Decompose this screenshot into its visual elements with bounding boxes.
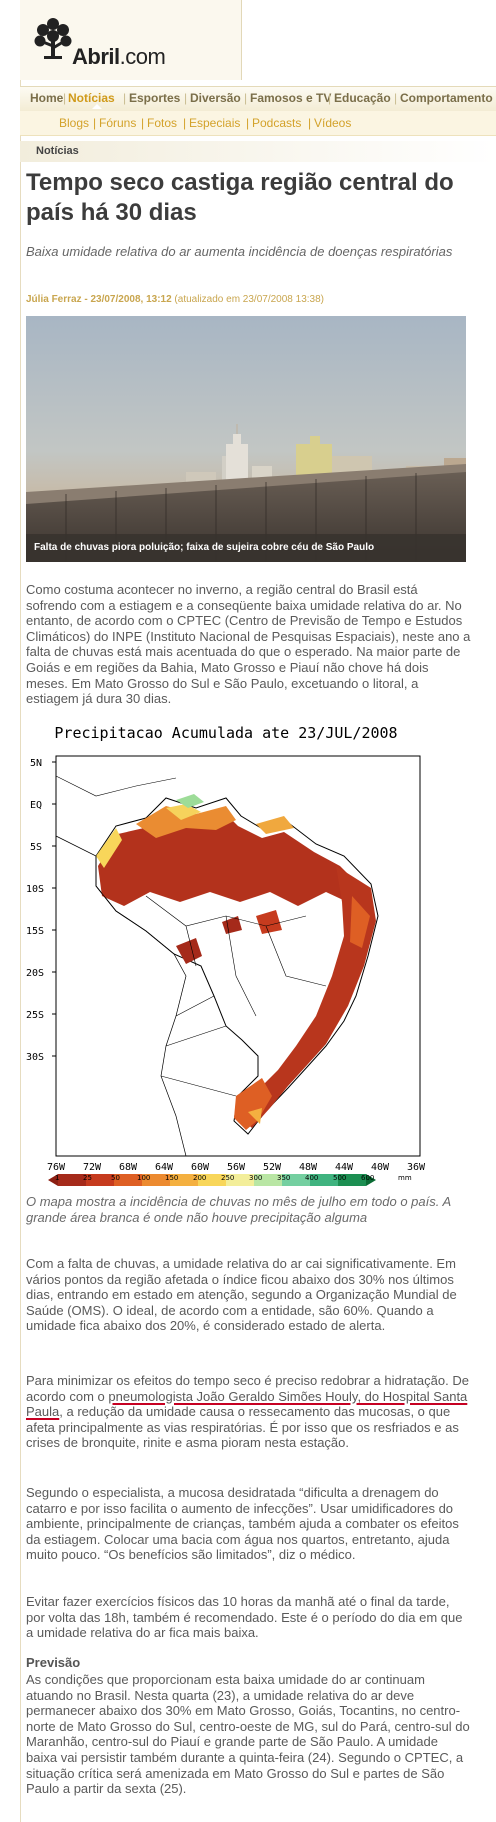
subnav-separator: | [308, 116, 312, 130]
subnav-item-especiais[interactable]: Especiais [189, 116, 241, 130]
nav-item-home[interactable]: Home [30, 91, 64, 105]
lon-label-72w: 72W [83, 1162, 102, 1173]
map-legend [48, 1174, 376, 1186]
forecast-heading: Previsão [26, 1655, 81, 1670]
lat-label-25s: 25S [26, 1010, 44, 1021]
article-headline: Tempo seco castiga região central do paí… [26, 169, 454, 226]
subnav-item-podcasts[interactable]: Podcasts [252, 116, 302, 130]
article-paragraph-1: Como costuma acontecer no inverno, a reg… [26, 582, 471, 707]
legend-value: 500 [333, 1174, 347, 1182]
lon-label-56w: 56W [227, 1162, 246, 1173]
subnav-separator: | [183, 116, 187, 130]
subnav-separator: | [93, 116, 97, 130]
paragraph-3-end: , a redução da umidade causa o ressecame… [26, 1404, 459, 1451]
legend-value: 50 [111, 1174, 120, 1182]
lat-label-10s: 10S [26, 884, 44, 895]
legend-value: 1 [55, 1174, 60, 1182]
legend-value: 400 [305, 1174, 319, 1182]
map-caption: O mapa mostra a incidência de chuvas no … [26, 1194, 451, 1225]
legend-value: 150 [165, 1174, 179, 1182]
nav-item-famosos[interactable]: Famosos e TV [250, 91, 332, 105]
nav-item-esportes[interactable]: Esportes [129, 91, 181, 105]
subnav-separator: | [246, 116, 250, 130]
lon-label-68w: 68W [119, 1162, 138, 1173]
nav-separator: | [63, 91, 67, 105]
nav-separator: | [244, 91, 248, 105]
section-bar: Notícias [20, 141, 496, 162]
tree-logo-icon[interactable] [34, 16, 72, 69]
paragraph-3-start: Para minimizar os efeitos do tempo seco … [26, 1373, 469, 1404]
article-paragraph-4: Segundo o especialista, a mucosa desidra… [26, 1485, 459, 1563]
lat-label-30s: 30S [26, 1052, 44, 1063]
precipitation-map[interactable]: Precipitacao Acumulada ate 23/JUL/2008 [26, 716, 436, 1188]
subnav-separator: | [141, 116, 145, 130]
nav-separator: | [394, 91, 398, 105]
byline-author: Júlia Ferraz - 23/07/2008, 13:12 [26, 294, 172, 305]
nav-separator: | [184, 91, 188, 105]
brazil-landmass [95, 794, 379, 1135]
lat-label-20s: 20S [26, 968, 44, 979]
nav-item-noticias[interactable]: Notícias [68, 91, 115, 105]
subnav-item-fotos[interactable]: Fotos [147, 116, 178, 130]
lon-label-36w: 36W [407, 1162, 426, 1173]
lon-label-40w: 40W [371, 1162, 390, 1173]
article-photo[interactable]: Falta de chuvas piora poluição; faixa de… [26, 316, 466, 562]
photo-caption-bar: Falta de chuvas piora poluição; faixa de… [26, 534, 466, 562]
lat-label-5s: 5S [30, 842, 42, 853]
legend-value: 100 [137, 1174, 151, 1182]
legend-unit: mm [398, 1174, 412, 1182]
legend-value: 250 [221, 1174, 235, 1182]
legend-value: 350 [277, 1174, 291, 1182]
sub-nav: Blogs | Fóruns | Fotos | Especiais | Pod… [20, 111, 496, 136]
lon-label-64w: 64W [155, 1162, 174, 1173]
nav-item-diversao[interactable]: Diversão [190, 91, 241, 105]
article-paragraph-2: Com a falta de chuvas, a umidade relativ… [26, 1256, 457, 1334]
lat-label-5n: 5N [30, 758, 42, 769]
site-header: Abril.com [20, 0, 242, 80]
article-subtitle: Baixa umidade relativa do ar aumenta inc… [26, 244, 453, 259]
legend-value: 200 [193, 1174, 207, 1182]
legend-value: 300 [249, 1174, 263, 1182]
article-byline: Júlia Ferraz - 23/07/2008, 13:12 (atuali… [26, 294, 324, 305]
section-label: Notícias [36, 145, 79, 157]
lon-label-52w: 52W [263, 1162, 282, 1173]
nav-separator: | [123, 91, 127, 105]
subnav-item-foruns[interactable]: Fóruns [99, 116, 137, 130]
precipitation-map-graphic: Precipitacao Acumulada ate 23/JUL/2008 [26, 724, 426, 1186]
legend-value: 25 [83, 1174, 92, 1182]
byline-updated: (atualizado em 23/07/2008 13:38) [171, 294, 324, 305]
legend-labels: 1 25 50 100 150 200 250 300 350 400 500 … [26, 1174, 436, 1188]
lon-label-48w: 48W [299, 1162, 318, 1173]
nav-item-educacao[interactable]: Educação [334, 91, 391, 105]
lon-label-44w: 44W [335, 1162, 354, 1173]
active-tab-caret [92, 104, 102, 109]
logo-suffix: .com [119, 44, 166, 69]
legend-value: 600 [361, 1174, 375, 1182]
logo-name: Abril [72, 44, 120, 69]
photo-caption: Falta de chuvas piora poluição; faixa de… [34, 542, 375, 553]
article-paragraph-5: Evitar fazer exercícios físicos das 10 h… [26, 1594, 463, 1641]
subnav-item-blogs[interactable]: Blogs [59, 116, 90, 130]
sao-paulo-skyline-image [26, 316, 466, 562]
article-paragraph-3: Para minimizar os efeitos do tempo seco … [26, 1373, 471, 1451]
subnav-item-videos[interactable]: Vídeos [314, 116, 352, 130]
page-border [20, 78, 21, 1822]
nav-separator: | [328, 91, 332, 105]
site-logo[interactable]: Abril.com [72, 44, 166, 70]
lat-label-eq: EQ [30, 800, 42, 811]
lon-label-76w: 76W [47, 1162, 66, 1173]
article-paragraph-6: As condições que proporcionam esta baixa… [26, 1672, 470, 1797]
map-title: Precipitacao Acumulada ate 23/JUL/2008 [54, 724, 397, 742]
lat-label-15s: 15S [26, 926, 44, 937]
lon-label-60w: 60W [191, 1162, 210, 1173]
nav-item-comportamento[interactable]: Comportamento [400, 91, 493, 105]
highlighted-source: pneumologista João Geraldo Simões Houly,… [26, 1388, 468, 1420]
